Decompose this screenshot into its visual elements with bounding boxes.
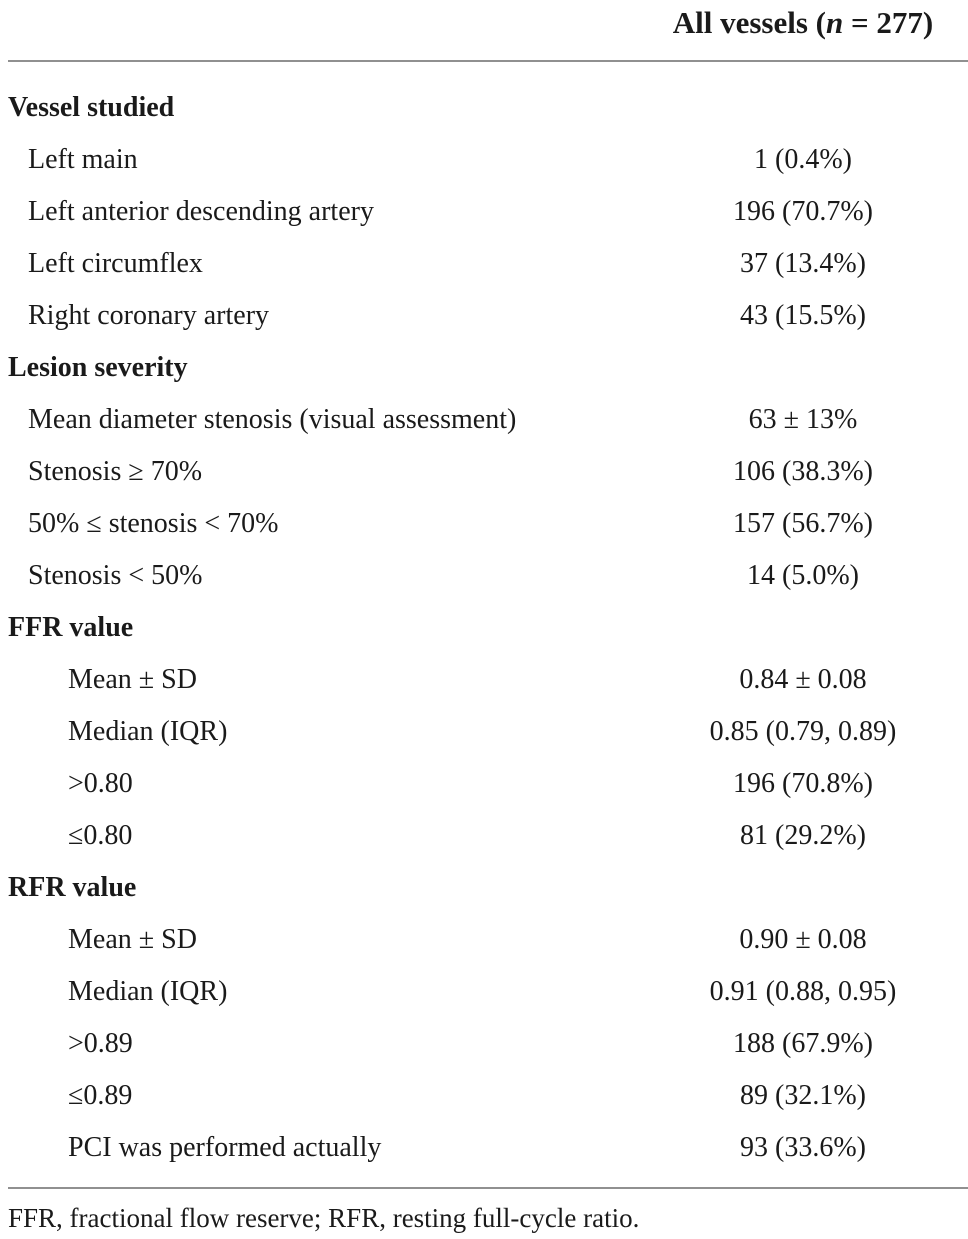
table-body: Vessel studied Left main 1 (0.4%) Left ante…: [8, 62, 968, 1174]
row-label: Left circumflex: [28, 248, 203, 279]
section-title: Lesion severity: [8, 352, 188, 383]
section-header-row: RFR value: [8, 862, 968, 914]
row-value: 196 (70.8%): [733, 768, 873, 799]
row-value: 14 (5.0%): [747, 560, 859, 591]
section-title: Vessel studied: [8, 92, 175, 123]
row-label: Mean diameter stenosis (visual assessmen…: [28, 404, 517, 435]
row-value: 43 (15.5%): [740, 300, 866, 331]
table-row: Right coronary artery 43 (15.5%): [8, 290, 968, 342]
row-label: Left main: [28, 144, 138, 175]
row-value: 188 (67.9%): [733, 1028, 873, 1059]
row-label: ≤0.89: [68, 1080, 133, 1111]
row-value: 106 (38.3%): [733, 456, 873, 487]
row-label: ≤0.80: [68, 820, 133, 851]
table-row: PCI was performed actually 93 (33.6%): [8, 1122, 968, 1174]
table-row: Left main 1 (0.4%): [8, 134, 968, 186]
row-label: >0.89: [68, 1028, 133, 1059]
table-row: ≤0.80 81 (29.2%): [8, 810, 968, 862]
row-value: 81 (29.2%): [740, 820, 866, 851]
table-row: >0.80 196 (70.8%): [8, 758, 968, 810]
section-title: FFR value: [8, 612, 134, 643]
section-header-row: FFR value: [8, 602, 968, 654]
row-value: 63 ± 13%: [748, 404, 858, 435]
section-header-row: Lesion severity: [8, 342, 968, 394]
row-value: 93 (33.6%): [740, 1132, 866, 1163]
row-label: PCI was performed actually: [68, 1132, 382, 1163]
row-label: Mean ± SD: [68, 664, 197, 695]
section-header-row: Vessel studied: [8, 82, 968, 134]
table-row: >0.89 188 (67.9%): [8, 1018, 968, 1070]
table-footnote: FFR, fractional flow reserve; RFR, resti…: [8, 1203, 640, 1233]
section-title: RFR value: [8, 872, 137, 903]
row-label: Stenosis < 50%: [28, 560, 203, 591]
table-header-row: All vessels (n = 277): [8, 0, 968, 62]
row-value: 0.84 ± 0.08: [739, 664, 867, 695]
table-row: Mean diameter stenosis (visual assessmen…: [8, 394, 968, 446]
table-row: 50% ≤ stenosis < 70% 157 (56.7%): [8, 498, 968, 550]
table-row: Mean ± SD 0.90 ± 0.08: [8, 914, 968, 966]
row-label: Right coronary artery: [28, 300, 270, 331]
table-row: Median (IQR) 0.91 (0.88, 0.95): [8, 966, 968, 1018]
row-value: 1 (0.4%): [754, 144, 852, 175]
table-row: Stenosis < 50% 14 (5.0%): [8, 550, 968, 602]
row-value: 0.90 ± 0.08: [739, 924, 867, 955]
row-value: 0.85 (0.79, 0.89): [709, 716, 897, 747]
row-value: 196 (70.7%): [733, 196, 873, 227]
table-row: Left circumflex 37 (13.4%): [8, 238, 968, 290]
row-label: Left anterior descending artery: [28, 196, 374, 227]
bottom-rule: [8, 1187, 968, 1189]
row-label: Median (IQR): [68, 976, 228, 1007]
row-label: 50% ≤ stenosis < 70%: [28, 508, 279, 539]
row-label: Median (IQR): [68, 716, 228, 747]
column-header-prefix: All vessels (: [672, 5, 826, 40]
table-row: Stenosis ≥ 70% 106 (38.3%): [8, 446, 968, 498]
table-row: ≤0.89 89 (32.1%): [8, 1070, 968, 1122]
row-label: Mean ± SD: [68, 924, 197, 955]
row-value: 89 (32.1%): [740, 1080, 866, 1111]
row-value: 0.91 (0.88, 0.95): [709, 976, 897, 1007]
table-row: Median (IQR) 0.85 (0.79, 0.89): [8, 706, 968, 758]
row-label: Stenosis ≥ 70%: [28, 456, 203, 487]
table-row: Mean ± SD 0.84 ± 0.08: [8, 654, 968, 706]
table-row: Left anterior descending artery 196 (70.7…: [8, 186, 968, 238]
row-value: 157 (56.7%): [733, 508, 873, 539]
column-header-suffix: = 277): [843, 5, 934, 40]
column-header-all-vessels: All vessels (n = 277): [638, 0, 968, 43]
column-header-n-italic: n: [826, 5, 844, 40]
row-label: >0.80: [68, 768, 133, 799]
row-value: 37 (13.4%): [740, 248, 866, 279]
